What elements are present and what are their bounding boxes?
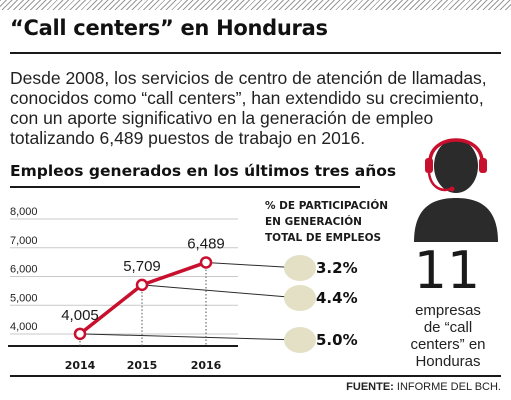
y-tick-label: 7,000 <box>10 235 38 247</box>
x-tick-label: 2015 <box>127 359 158 372</box>
source-text: INFORME DEL BCH. <box>393 381 501 393</box>
y-tick-label: 4,000 <box>10 321 38 333</box>
participation-value-2014: 5.0% <box>316 331 358 349</box>
data-label: 4,005 <box>61 307 99 324</box>
participation-label: % DE PARTICIPACIÓN EN GENERACIÓN TOTAL D… <box>265 198 388 246</box>
data-label: 6,489 <box>187 235 225 252</box>
title-divider <box>10 52 501 54</box>
participation-bubble <box>284 285 316 311</box>
participation-leader-line <box>141 284 301 299</box>
participation-leader-line <box>79 333 301 341</box>
x-tick-label: 2016 <box>191 359 222 372</box>
company-count-label: empresas de “call centers” en Honduras <box>396 302 500 370</box>
intro-line: conocidos como “call centers”, han exten… <box>10 88 484 108</box>
participation-bubble <box>284 255 316 281</box>
chart-title-divider <box>10 186 360 188</box>
participation-label-line: TOTAL DE EMPLEOS <box>265 232 382 244</box>
count-label-line: empresas <box>415 302 481 319</box>
source-label: FUENTE: <box>346 381 394 393</box>
y-tick-label: 5,000 <box>10 292 38 304</box>
data-point <box>135 278 149 292</box>
count-label-line: Honduras <box>415 353 481 370</box>
page-title: “Call centers” en Honduras <box>10 16 328 40</box>
call-center-agent-icon <box>414 138 498 242</box>
source-note: FUENTE: INFORME DEL BCH. <box>346 381 501 393</box>
participation-value-2015: 4.4% <box>316 289 358 307</box>
x-tick-label: 2014 <box>65 359 96 372</box>
participation-bubble <box>284 327 316 353</box>
data-point <box>73 327 87 341</box>
y-tick-label: 8,000 <box>10 206 38 218</box>
footer-divider <box>10 375 501 377</box>
y-tick-label: 6,000 <box>10 264 38 276</box>
count-label-line: centers” en <box>410 336 486 353</box>
company-count: 11 <box>413 241 481 301</box>
intro-line: totalizando 6,489 puestos de trabajo en … <box>10 128 366 148</box>
intro-paragraph: Desde 2008, los servicios de centro de a… <box>10 68 502 148</box>
decorative-hatch-band <box>0 0 511 10</box>
data-point <box>199 256 213 269</box>
intro-line: Desde 2008, los servicios de centro de a… <box>10 68 487 88</box>
participation-value-2016: 3.2% <box>316 259 358 277</box>
participation-label-line: % DE PARTICIPACIÓN <box>265 200 389 212</box>
count-label-line: de “call <box>423 319 473 336</box>
chart-title: Empleos generados en los últimos tres añ… <box>10 162 397 180</box>
participation-label-line: EN GENERACIÓN <box>265 216 362 228</box>
data-label: 5,709 <box>123 258 161 275</box>
intro-line: con un aporte significativo en la genera… <box>10 108 434 128</box>
